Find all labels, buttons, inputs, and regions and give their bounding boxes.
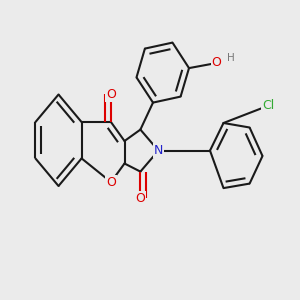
Text: Cl: Cl xyxy=(262,99,274,112)
Text: N: N xyxy=(154,144,163,157)
Text: O: O xyxy=(106,176,116,189)
Text: H: H xyxy=(226,52,234,63)
Text: O: O xyxy=(212,56,221,70)
Text: O: O xyxy=(136,191,145,205)
Text: O: O xyxy=(106,88,116,101)
